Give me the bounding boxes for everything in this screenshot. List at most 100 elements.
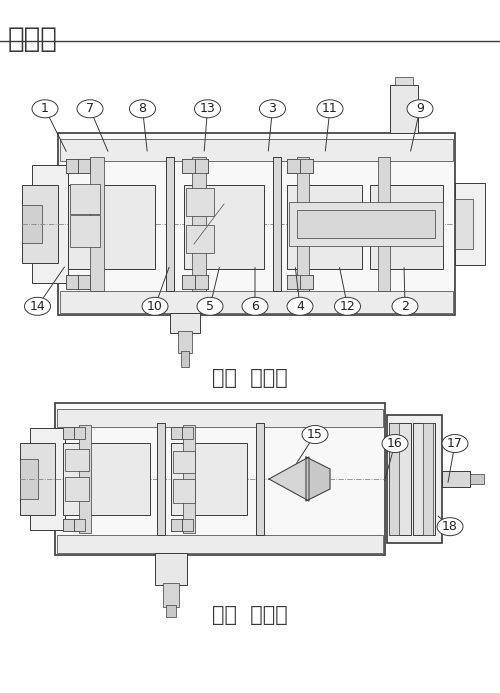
Bar xyxy=(70,184,100,214)
Bar xyxy=(166,157,174,291)
Bar xyxy=(70,215,100,247)
Text: 13: 13 xyxy=(200,103,216,115)
Ellipse shape xyxy=(77,100,103,118)
Bar xyxy=(57,409,383,427)
Ellipse shape xyxy=(302,426,328,444)
Text: 9: 9 xyxy=(416,103,424,115)
Bar xyxy=(300,275,313,289)
Text: 11: 11 xyxy=(322,103,338,115)
Bar xyxy=(74,427,85,439)
Bar xyxy=(182,159,208,173)
Bar xyxy=(287,159,300,173)
Bar xyxy=(60,291,453,313)
Bar xyxy=(470,474,484,484)
Ellipse shape xyxy=(287,297,313,315)
Bar xyxy=(273,157,281,291)
Bar xyxy=(171,443,247,515)
Bar xyxy=(300,159,313,173)
Bar xyxy=(90,157,104,291)
Text: 3: 3 xyxy=(268,103,276,115)
Bar xyxy=(297,210,435,238)
Bar xyxy=(63,519,74,531)
Bar xyxy=(66,275,91,289)
Bar xyxy=(171,519,193,531)
Bar xyxy=(413,423,435,535)
Bar xyxy=(65,477,89,501)
Bar xyxy=(63,443,150,515)
Ellipse shape xyxy=(130,100,156,118)
Bar xyxy=(173,479,195,503)
Bar xyxy=(182,275,195,289)
Bar xyxy=(387,415,442,543)
Bar xyxy=(20,443,55,515)
Ellipse shape xyxy=(392,297,418,315)
Bar xyxy=(63,427,74,439)
Bar xyxy=(170,313,200,333)
Bar xyxy=(442,471,470,487)
Bar xyxy=(171,427,193,439)
Bar xyxy=(68,185,155,269)
Bar xyxy=(389,423,411,535)
Polygon shape xyxy=(306,457,330,501)
Bar xyxy=(395,77,413,85)
Bar xyxy=(256,423,264,535)
Ellipse shape xyxy=(260,100,285,118)
Bar xyxy=(32,165,68,283)
Bar xyxy=(22,185,58,263)
Bar xyxy=(287,275,313,289)
Bar xyxy=(195,275,208,289)
Bar xyxy=(183,425,195,533)
Text: 三段  直行轴: 三段 直行轴 xyxy=(212,605,288,625)
Text: 10: 10 xyxy=(147,300,163,313)
Ellipse shape xyxy=(242,297,268,315)
Text: 8: 8 xyxy=(138,103,146,115)
Text: 16: 16 xyxy=(387,437,403,450)
Bar xyxy=(78,275,90,289)
Bar xyxy=(63,427,85,439)
Bar xyxy=(57,535,383,553)
Bar xyxy=(163,583,179,607)
Bar xyxy=(66,275,78,289)
Bar xyxy=(287,275,300,289)
Bar xyxy=(390,85,418,133)
Bar xyxy=(182,159,195,173)
Bar xyxy=(182,275,208,289)
Bar xyxy=(78,159,90,173)
Bar xyxy=(423,423,433,535)
Bar xyxy=(184,185,264,269)
Bar xyxy=(157,423,165,535)
Ellipse shape xyxy=(407,100,433,118)
Bar xyxy=(182,519,193,531)
Text: 2: 2 xyxy=(401,300,409,313)
Text: 三段  平行轴: 三段 平行轴 xyxy=(212,368,288,388)
Bar xyxy=(171,519,182,531)
Bar xyxy=(55,403,385,555)
Text: 18: 18 xyxy=(442,520,458,533)
Text: 15: 15 xyxy=(307,428,323,441)
Bar xyxy=(297,157,309,291)
Bar xyxy=(65,449,89,471)
Ellipse shape xyxy=(317,100,343,118)
Ellipse shape xyxy=(442,435,468,453)
Text: 5: 5 xyxy=(206,300,214,313)
Text: 7: 7 xyxy=(86,103,94,115)
Bar xyxy=(66,159,91,173)
Ellipse shape xyxy=(32,100,58,118)
Text: 1: 1 xyxy=(41,103,49,115)
Bar xyxy=(155,553,187,585)
Bar xyxy=(178,331,192,353)
Bar xyxy=(22,205,42,243)
Bar xyxy=(186,188,214,216)
Bar xyxy=(195,159,208,173)
Bar xyxy=(30,428,65,530)
Ellipse shape xyxy=(437,518,463,536)
Bar xyxy=(58,133,455,315)
Bar xyxy=(74,519,85,531)
Text: 构造图: 构造图 xyxy=(8,25,58,53)
Bar xyxy=(171,427,182,439)
Ellipse shape xyxy=(194,100,220,118)
Bar xyxy=(455,183,485,265)
Text: 4: 4 xyxy=(296,300,304,313)
Bar xyxy=(192,157,206,291)
Bar xyxy=(389,423,399,535)
